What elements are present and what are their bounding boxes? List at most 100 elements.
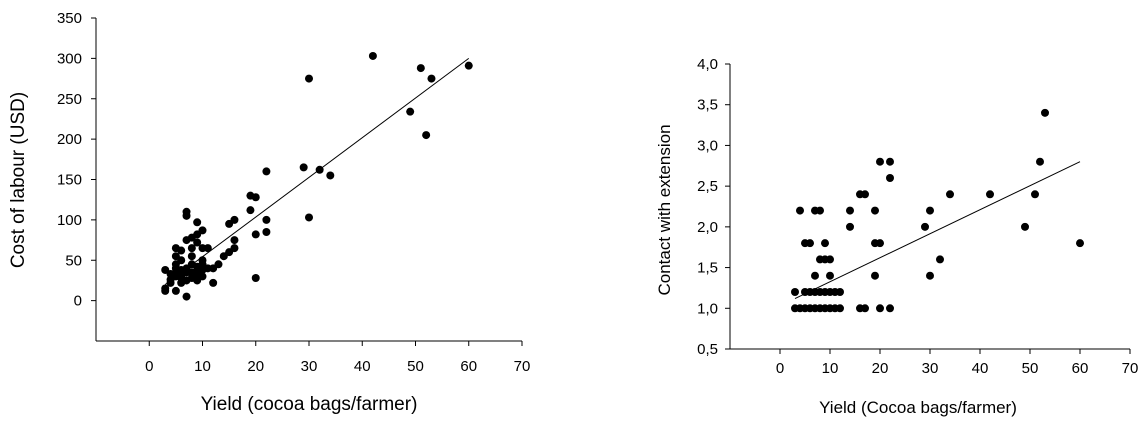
chart1-data-point — [305, 213, 313, 222]
chart2-data-point — [921, 222, 929, 231]
chart2-x-tick-label: 50 — [1022, 360, 1039, 377]
chart2-data-point — [861, 190, 869, 199]
chart2-x-tick-label: 20 — [872, 360, 889, 377]
chart2-data-point — [926, 206, 934, 215]
chart1-data-point — [177, 256, 186, 265]
chart1-data-point — [251, 230, 260, 239]
chart2-data-point — [1036, 157, 1044, 166]
chart1-x-tick-label: 60 — [460, 358, 477, 375]
chart2-data-point — [826, 271, 834, 280]
chart1-y-tick-label: 200 — [57, 131, 82, 148]
chart2-y-tick-label: 1,5 — [697, 260, 718, 277]
chart1-y-tick-label: 250 — [57, 91, 82, 108]
chart2-data-point — [1076, 239, 1084, 248]
chart1-x-tick-label: 40 — [354, 358, 371, 375]
chart2-y-tick-label: 0,5 — [697, 341, 718, 358]
chart1-data-point — [464, 61, 473, 70]
chart2-x-tick-label: 70 — [1122, 360, 1139, 377]
chart2-y-tick-label: 3,5 — [697, 97, 718, 114]
chart1-x-tick-label: 50 — [407, 358, 424, 375]
chart1-data-point — [193, 238, 202, 247]
chart2-y-tick-label: 2,0 — [697, 219, 718, 236]
chart2-data-point — [806, 239, 814, 248]
chart2-data-point — [926, 271, 934, 280]
chart2-data-point — [826, 255, 834, 264]
chart1-x-axis-label: Yield (cocoa bags/farmer) — [201, 394, 418, 415]
chart1-data-point — [161, 284, 170, 293]
chart2-data-point — [811, 271, 819, 280]
chart1-data-point — [166, 278, 175, 287]
chart1-data-point — [427, 74, 436, 83]
chart1-data-point — [214, 260, 223, 269]
chart1-data-point — [187, 244, 196, 253]
chart1-y-ticks: 0 50 100 150 200 250 300 350 — [57, 10, 96, 310]
chart1-data-point — [246, 206, 255, 215]
chart1-data-point — [198, 226, 207, 235]
chart2-y-tick-label: 2,5 — [697, 178, 718, 195]
chart2-x-tick-label: 40 — [972, 360, 989, 377]
chart1-y-tick-label: 150 — [57, 172, 82, 189]
chart1-data-point — [422, 131, 431, 140]
chart1-data-point — [262, 227, 271, 236]
chart1-x-tick-label: 30 — [301, 358, 318, 375]
chart2-data-point — [886, 174, 894, 182]
chart2-data-point — [796, 206, 804, 215]
chart-2: 0,5 1,0 1,5 2,0 2,5 3,0 3,5 4,0 0 10 20 30 40 50 60 70… — [655, 56, 1138, 417]
chart1-data-point — [230, 244, 239, 253]
chart2-points — [791, 108, 1084, 313]
chart1-data-point — [198, 272, 207, 281]
chart2-data-point — [871, 206, 879, 215]
chart1-data-point — [416, 64, 425, 73]
chart2-y-tick-label: 4,0 — [697, 56, 718, 73]
chart2-data-point — [836, 304, 844, 313]
chart2-data-point — [861, 304, 869, 313]
chart2-x-tick-label: 10 — [822, 360, 839, 377]
chart1-data-point — [406, 107, 415, 116]
chart1-data-point — [262, 215, 271, 224]
chart1-x-tick-label: 70 — [514, 358, 531, 375]
chart2-x-tick-label: 30 — [922, 360, 939, 377]
chart1-data-point — [182, 292, 191, 301]
chart1-data-point — [251, 274, 260, 283]
chart1-data-point — [193, 218, 202, 227]
chart1-data-point — [177, 246, 186, 255]
chart2-x-ticks: 0 10 20 30 40 50 60 70 — [776, 349, 1139, 377]
chart2-data-point — [886, 157, 894, 166]
chart1-y-tick-label: 0 — [74, 293, 82, 310]
chart2-trendline — [794, 161, 1081, 299]
chart2-data-point — [821, 239, 829, 248]
chart1-y-tick-label: 350 — [57, 10, 82, 27]
chart2-data-point — [986, 190, 994, 199]
chart1-data-point — [230, 215, 239, 224]
chart1-trendline — [164, 57, 470, 285]
chart-1: 0 50 100 150 200 250 300 350 0 10 20 30 40 50 60 70 Yi… — [8, 10, 530, 415]
chart2-data-point — [1021, 222, 1029, 231]
chart2-data-point — [886, 304, 894, 313]
chart1-data-point — [305, 74, 313, 83]
chart2-data-point — [1041, 108, 1049, 117]
chart1-y-tick-label: 100 — [57, 212, 82, 229]
chart1-y-axis-label: Cost of labour (USD) — [8, 92, 29, 268]
chart1-y-tick-label: 300 — [57, 50, 82, 67]
chart2-x-tick-label: 0 — [776, 360, 784, 377]
chart1-x-tick-label: 20 — [247, 358, 264, 375]
chart1-data-point — [203, 244, 212, 253]
chart1-x-tick-label: 10 — [194, 358, 211, 375]
chart2-data-point — [871, 271, 879, 280]
chart1-data-point — [230, 236, 239, 245]
chart2-x-axis-label: Yield (Cocoa bags/farmer) — [819, 398, 1017, 417]
chart1-data-point — [299, 163, 308, 172]
chart2-data-point — [836, 288, 844, 296]
chart1-data-point — [187, 252, 196, 261]
chart1-x-ticks: 0 10 20 30 40 50 60 70 — [145, 341, 530, 375]
chart2-data-point — [876, 304, 884, 313]
chart2-y-tick-label: 3,0 — [697, 137, 718, 154]
chart2-data-point — [946, 190, 954, 199]
chart2-data-point — [936, 255, 944, 264]
chart1-x-tick-label: 0 — [145, 358, 153, 375]
chart2-x-tick-label: 60 — [1072, 360, 1089, 377]
chart2-data-point — [816, 206, 824, 215]
chart1-data-point — [251, 193, 260, 202]
chart1-y-tick-label: 50 — [65, 252, 82, 269]
